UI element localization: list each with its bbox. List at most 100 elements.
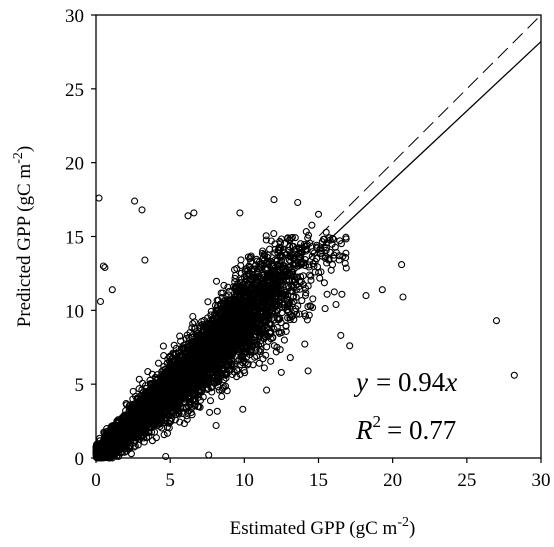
data-point	[270, 230, 278, 238]
data-point	[233, 373, 241, 381]
data-point	[327, 266, 335, 274]
data-point	[188, 324, 196, 332]
data-point	[204, 384, 212, 392]
data-point	[272, 348, 280, 356]
data-point	[267, 357, 275, 365]
data-point	[282, 322, 290, 330]
data-point	[262, 232, 270, 240]
data-point	[301, 291, 310, 299]
data-point	[320, 279, 328, 287]
data-point	[307, 276, 315, 284]
data-point	[207, 311, 215, 319]
data-point	[303, 316, 311, 324]
data-point	[225, 287, 233, 295]
data-point	[236, 370, 244, 378]
data-point	[302, 228, 310, 236]
data-point	[304, 234, 312, 242]
data-point	[222, 382, 230, 390]
data-point	[225, 295, 233, 303]
data-point	[308, 252, 316, 261]
data-point	[238, 352, 246, 360]
data-point	[213, 407, 221, 415]
data-point	[225, 291, 233, 299]
data-point	[278, 309, 286, 317]
data-point	[332, 300, 340, 309]
data-point	[338, 290, 346, 298]
data-point	[122, 399, 130, 408]
data-point	[309, 295, 317, 303]
data-point	[301, 340, 309, 348]
data-point	[277, 256, 286, 264]
data-point	[326, 236, 334, 244]
data-point	[330, 288, 338, 296]
data-point	[262, 351, 270, 359]
data-point	[203, 385, 211, 394]
data-point	[274, 246, 282, 254]
data-point	[135, 375, 143, 383]
data-point	[290, 293, 298, 301]
data-point	[161, 365, 169, 373]
data-point	[289, 312, 297, 320]
data-point	[305, 311, 313, 319]
data-point	[285, 266, 293, 274]
data-point	[231, 274, 239, 282]
data-point	[294, 302, 302, 310]
data-point	[321, 305, 329, 313]
data-point	[191, 402, 199, 410]
data-point	[277, 368, 285, 376]
data-point	[280, 336, 288, 344]
data-point	[206, 397, 215, 405]
data-point	[212, 277, 221, 285]
data-point	[183, 415, 191, 424]
data-point	[275, 329, 284, 337]
data-point	[160, 352, 168, 360]
data-point	[179, 410, 187, 418]
data-point	[307, 272, 315, 280]
data-point	[206, 408, 214, 416]
data-point	[304, 231, 313, 239]
data-point	[160, 431, 168, 439]
data-point	[258, 274, 266, 283]
data-point	[331, 243, 339, 251]
data-point	[204, 298, 212, 306]
data-point	[277, 260, 285, 268]
data-point	[301, 309, 309, 318]
data-point	[342, 233, 350, 241]
data-point	[308, 221, 316, 229]
data-point	[220, 281, 228, 289]
data-point	[319, 235, 327, 243]
data-point	[190, 390, 198, 398]
data-point	[325, 255, 333, 263]
data-point	[298, 297, 306, 305]
data-point	[264, 251, 272, 259]
data-point	[323, 290, 331, 298]
data-point	[215, 386, 223, 394]
data-point	[159, 342, 167, 350]
data-point	[335, 252, 343, 260]
data-point	[316, 274, 324, 282]
data-point	[267, 266, 275, 274]
data-point	[275, 243, 283, 251]
data-point	[306, 302, 314, 310]
data-point	[177, 337, 185, 345]
data-point	[237, 261, 245, 270]
data-point	[172, 344, 180, 352]
data-point	[176, 332, 184, 340]
data-point	[130, 443, 138, 451]
data-point	[218, 392, 226, 401]
data-point	[202, 376, 210, 384]
data-point	[297, 249, 305, 257]
data-point	[297, 278, 305, 286]
data-point	[262, 236, 270, 244]
data-point	[230, 266, 239, 274]
data-point	[169, 349, 177, 357]
data-point	[181, 398, 189, 406]
data-point	[237, 356, 245, 364]
data-point	[152, 373, 160, 382]
data-point	[233, 366, 241, 374]
data-point	[302, 289, 310, 297]
data-point	[260, 364, 268, 372]
data-point	[326, 248, 334, 256]
data-point	[222, 374, 230, 382]
